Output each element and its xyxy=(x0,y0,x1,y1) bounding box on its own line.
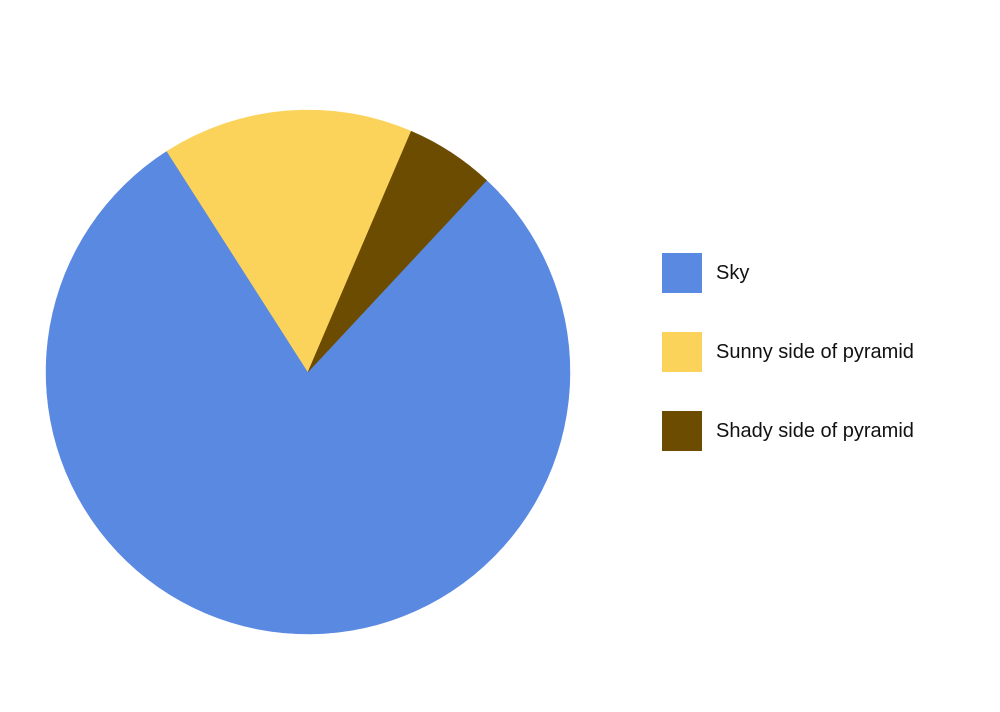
legend-item-sky: Sky xyxy=(662,253,914,293)
pie-slice-sunny-side-of-pyramid xyxy=(166,109,412,373)
legend-label-sunny-side: Sunny side of pyramid xyxy=(716,340,914,363)
legend-item-shady-side: Shady side of pyramid xyxy=(662,411,914,451)
legend: Sky Sunny side of pyramid Shady side of … xyxy=(662,253,914,490)
pie-slice-sky xyxy=(45,150,571,635)
legend-label-shady-side: Shady side of pyramid xyxy=(716,419,914,442)
legend-swatch-shady-side xyxy=(662,411,702,451)
legend-item-sunny-side: Sunny side of pyramid xyxy=(662,332,914,372)
pie-slices xyxy=(45,109,571,635)
pie-slice-shady-side-of-pyramid xyxy=(307,130,488,373)
legend-swatch-sky xyxy=(662,253,702,293)
legend-label-sky: Sky xyxy=(716,261,750,284)
legend-swatch-sunny-side xyxy=(662,332,702,372)
